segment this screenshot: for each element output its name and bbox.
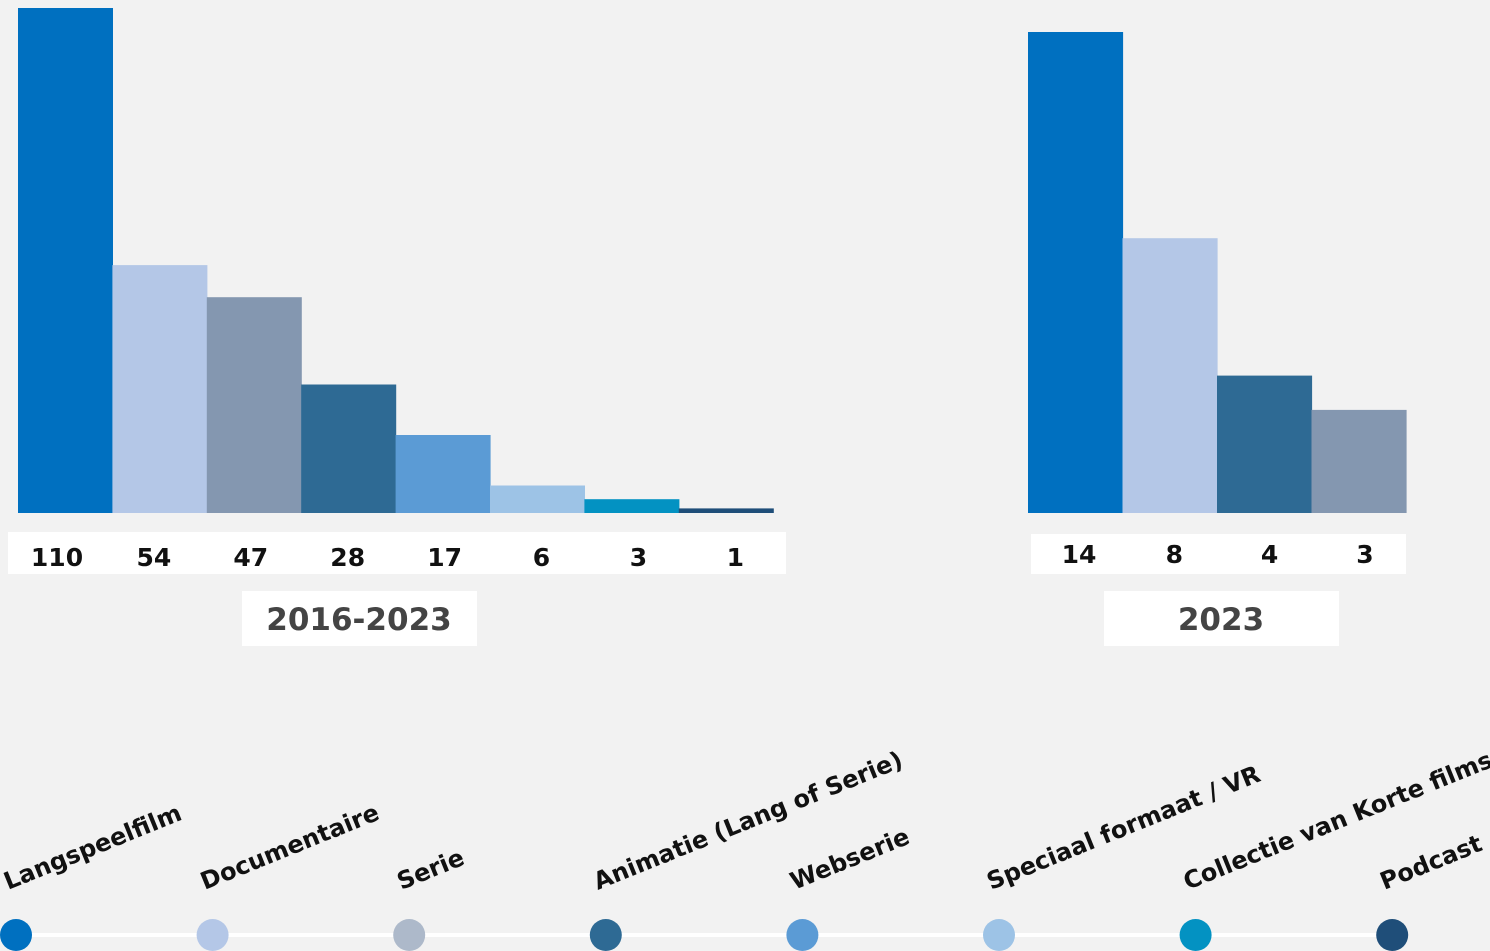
legend-label-collectie-van-korte-films: Collectie van Korte films bbox=[1179, 746, 1490, 896]
bar-langspeelfilm-2016-2023 bbox=[18, 8, 113, 513]
value-label-documentaire-2016-2023: 54 bbox=[137, 543, 172, 572]
values-strip-2016-2023 bbox=[8, 532, 786, 574]
bar-webserie-2016-2023 bbox=[395, 435, 491, 513]
bar-serie-2023 bbox=[1311, 409, 1407, 513]
value-label-serie-2016-2023: 47 bbox=[233, 543, 268, 572]
values-strip-2023 bbox=[1031, 534, 1406, 574]
legend-label-podcast: Podcast bbox=[1376, 829, 1486, 895]
bar-collectie-van-korte-films-2016-2023 bbox=[584, 499, 680, 513]
legend-label-langspeelfilm: Langspeelfilm bbox=[0, 799, 186, 896]
legend-marker-langspeelfilm bbox=[0, 919, 32, 951]
legend: Langspeelfilm Documentaire Serie Animatie (… bbox=[0, 746, 1490, 951]
bar-serie-2016-2023 bbox=[206, 297, 302, 513]
value-label-serie-2023: 3 bbox=[1356, 540, 1373, 569]
legend-marker-documentaire bbox=[196, 919, 229, 951]
legend-marker-animatie-lang-of-serie bbox=[589, 919, 622, 951]
value-label-animatie-lang-of-serie-2023: 4 bbox=[1261, 540, 1278, 569]
bar-animatie-lang-of-serie-2016-2023 bbox=[301, 384, 397, 513]
chart-2016-2023: 2016-2023 110 54 47 28 17 6 3 1 bbox=[8, 8, 786, 646]
value-label-speciaal-formaat-vr-2016-2023: 6 bbox=[533, 543, 550, 572]
value-label-animatie-lang-of-serie-2016-2023: 28 bbox=[330, 543, 365, 572]
legend-label-animatie-lang-of-serie: Animatie (Lang of Serie) bbox=[590, 746, 907, 896]
bar-documentaire-2023 bbox=[1122, 238, 1218, 513]
value-label-collectie-van-korte-films-2016-2023: 3 bbox=[630, 543, 647, 572]
value-label-langspeelfilm-2023: 14 bbox=[1062, 540, 1097, 569]
legend-marker-collectie-van-korte-films bbox=[1179, 919, 1212, 951]
legend-marker-podcast bbox=[1376, 919, 1409, 951]
legend-marker-serie bbox=[393, 919, 426, 951]
value-label-webserie-2016-2023: 17 bbox=[427, 543, 462, 572]
period-label-2023: 2023 bbox=[1178, 602, 1264, 638]
value-label-podcast-2016-2023: 1 bbox=[727, 543, 744, 572]
legend-marker-webserie bbox=[786, 919, 819, 951]
chart-2023: 2023 14 8 4 3 bbox=[1028, 32, 1407, 646]
bar-documentaire-2016-2023 bbox=[112, 265, 208, 513]
bar-langspeelfilm-2023 bbox=[1028, 32, 1124, 513]
bar-podcast-2016-2023 bbox=[678, 508, 774, 513]
legend-label-webserie: Webserie bbox=[786, 822, 913, 895]
period-label-2016-2023: 2016-2023 bbox=[266, 602, 451, 638]
value-label-documentaire-2023: 8 bbox=[1166, 540, 1183, 569]
bar-animatie-lang-of-serie-2023 bbox=[1217, 375, 1313, 513]
period-label-box-2016-2023 bbox=[242, 591, 477, 646]
legend-marker-speciaal-formaat-vr bbox=[983, 919, 1015, 951]
legend-label-serie: Serie bbox=[393, 843, 468, 895]
period-label-box-2023 bbox=[1104, 591, 1339, 646]
value-label-langspeelfilm-2016-2023: 110 bbox=[31, 543, 83, 572]
bar-speciaal-formaat-vr-2016-2023 bbox=[490, 485, 585, 513]
legend-label-documentaire: Documentaire bbox=[196, 798, 383, 895]
